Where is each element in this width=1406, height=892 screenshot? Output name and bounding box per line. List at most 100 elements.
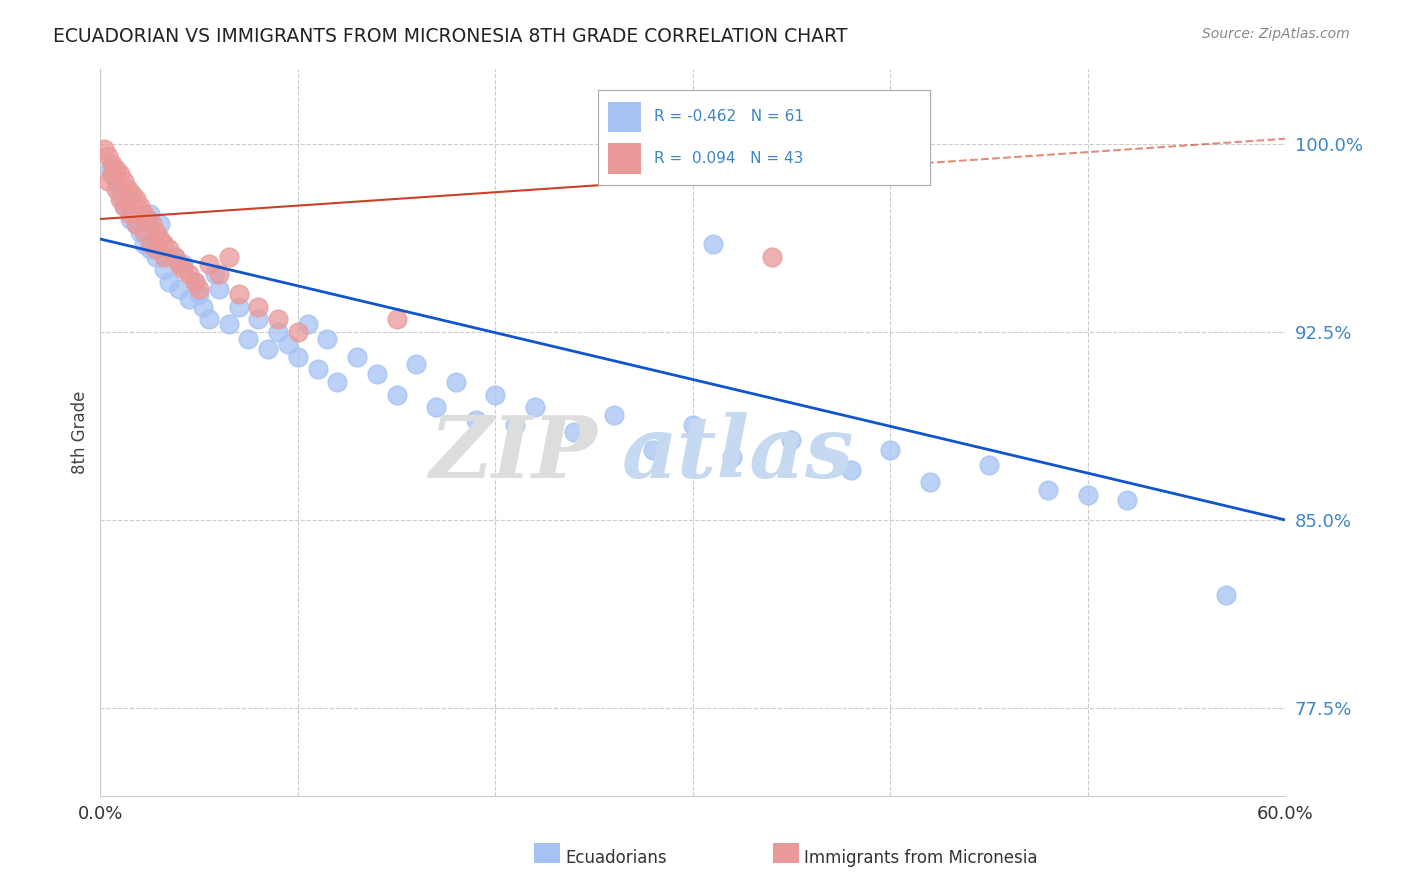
Point — [188, 282, 211, 296]
Point — [179, 267, 201, 281]
Point — [977, 458, 1000, 472]
Point — [152, 262, 174, 277]
Point — [780, 433, 803, 447]
Point — [444, 375, 467, 389]
Point — [228, 300, 250, 314]
Point — [405, 358, 427, 372]
Point — [316, 332, 339, 346]
Point — [307, 362, 329, 376]
Point — [105, 174, 128, 188]
Point — [98, 161, 121, 176]
Point — [149, 217, 172, 231]
Point — [184, 275, 207, 289]
Point — [112, 199, 135, 213]
Point — [128, 199, 150, 213]
Point — [523, 400, 546, 414]
Point — [141, 217, 163, 231]
Point — [484, 387, 506, 401]
Point — [112, 199, 135, 213]
Point — [761, 250, 783, 264]
Point — [149, 232, 172, 246]
Point — [169, 257, 191, 271]
Point — [198, 312, 221, 326]
Text: Source: ZipAtlas.com: Source: ZipAtlas.com — [1202, 27, 1350, 41]
Point — [125, 192, 148, 206]
Point — [918, 475, 941, 490]
Point — [108, 192, 131, 206]
Point — [152, 237, 174, 252]
Point — [198, 257, 221, 271]
Point — [1038, 483, 1060, 497]
Point — [218, 250, 240, 264]
Point — [1077, 488, 1099, 502]
Point — [97, 174, 120, 188]
Point — [1215, 588, 1237, 602]
Point — [125, 217, 148, 231]
Point — [257, 343, 280, 357]
Point — [138, 207, 160, 221]
Point — [172, 262, 194, 277]
Text: Ecuadorians: Ecuadorians — [565, 849, 666, 867]
Point — [425, 400, 447, 414]
Point — [138, 242, 160, 256]
Point — [136, 211, 159, 226]
Point — [105, 182, 128, 196]
Point — [839, 463, 862, 477]
Point — [145, 250, 167, 264]
Text: Immigrants from Micronesia: Immigrants from Micronesia — [804, 849, 1038, 867]
Point — [503, 417, 526, 432]
Point — [108, 186, 131, 201]
Point — [118, 207, 141, 221]
Point — [179, 292, 201, 306]
Point — [101, 157, 124, 171]
Point — [97, 149, 120, 163]
Point — [208, 282, 231, 296]
Point — [93, 142, 115, 156]
Text: ZIP: ZIP — [430, 412, 598, 496]
Point — [101, 167, 124, 181]
Point — [132, 237, 155, 252]
Point — [169, 282, 191, 296]
Point — [105, 161, 128, 176]
Point — [108, 167, 131, 181]
Point — [218, 318, 240, 332]
Point — [145, 225, 167, 239]
Point — [464, 412, 486, 426]
Point — [121, 186, 143, 201]
Point — [247, 312, 270, 326]
Point — [128, 225, 150, 239]
Point — [879, 442, 901, 457]
Point — [159, 242, 181, 256]
Point — [366, 368, 388, 382]
Point — [184, 275, 207, 289]
Point — [721, 450, 744, 465]
Point — [191, 300, 214, 314]
Point — [152, 250, 174, 264]
Text: atlas: atlas — [621, 412, 855, 496]
Point — [562, 425, 585, 439]
Point — [125, 217, 148, 231]
Point — [682, 417, 704, 432]
Point — [267, 325, 290, 339]
Point — [112, 174, 135, 188]
Point — [165, 250, 187, 264]
Point — [132, 225, 155, 239]
Point — [138, 237, 160, 252]
Point — [145, 242, 167, 256]
Point — [385, 387, 408, 401]
Point — [603, 408, 626, 422]
Y-axis label: 8th Grade: 8th Grade — [72, 391, 89, 474]
Point — [247, 300, 270, 314]
Point — [346, 350, 368, 364]
Point — [326, 375, 349, 389]
Point — [643, 442, 665, 457]
Point — [188, 287, 211, 301]
Point — [385, 312, 408, 326]
Point — [287, 325, 309, 339]
Point — [228, 287, 250, 301]
Point — [297, 318, 319, 332]
Point — [159, 275, 181, 289]
Point — [208, 267, 231, 281]
Text: ECUADORIAN VS IMMIGRANTS FROM MICRONESIA 8TH GRADE CORRELATION CHART: ECUADORIAN VS IMMIGRANTS FROM MICRONESIA… — [53, 27, 848, 45]
Point — [267, 312, 290, 326]
